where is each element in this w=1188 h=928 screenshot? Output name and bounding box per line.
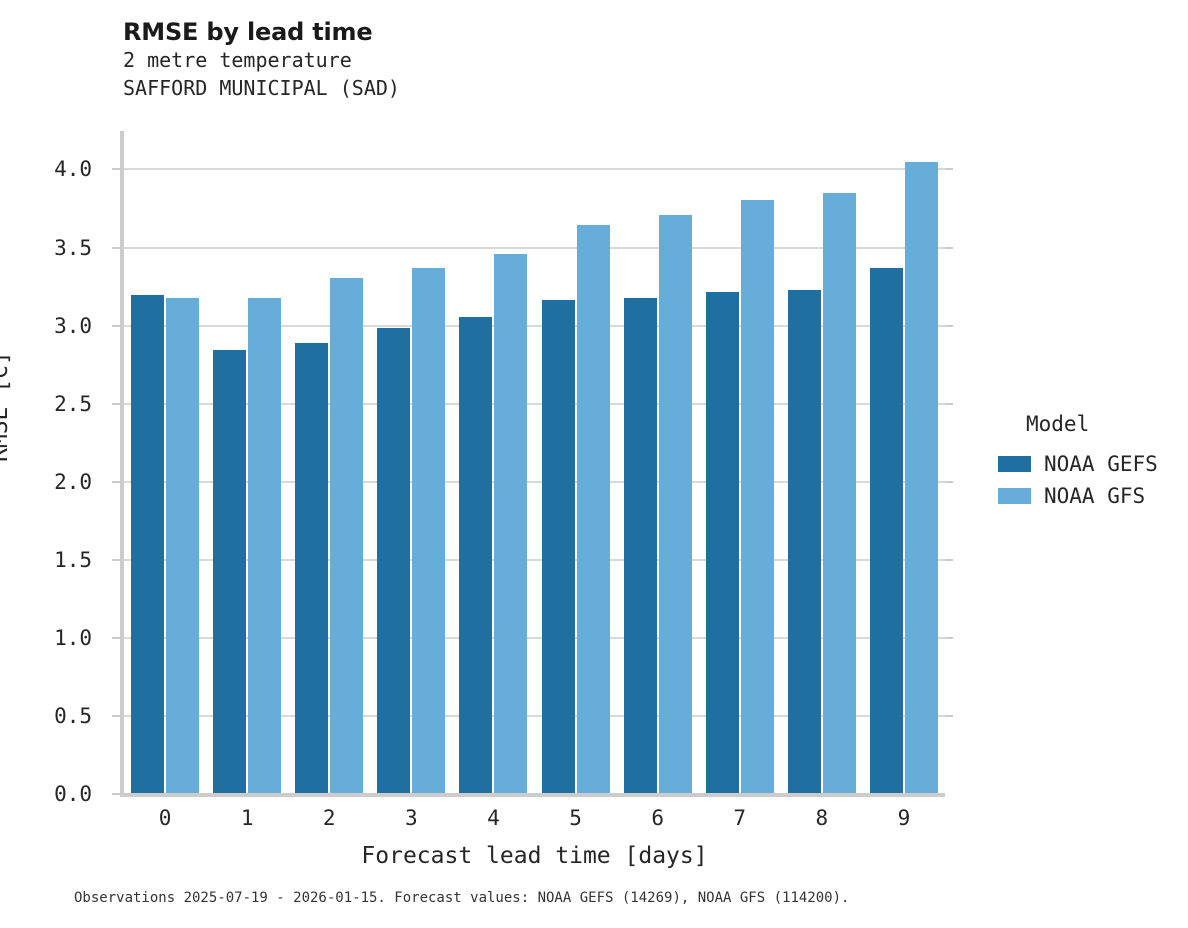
bar bbox=[248, 298, 282, 793]
legend-swatch-icon bbox=[998, 456, 1031, 472]
bar bbox=[377, 327, 411, 793]
x-axis-tick-label: 5 bbox=[569, 806, 582, 830]
x-axis-tick-label: 4 bbox=[487, 806, 500, 830]
bar bbox=[822, 193, 856, 793]
chart-footnote: Observations 2025-07-19 - 2026-01-15. Fo… bbox=[74, 890, 850, 906]
chart-subtitle: 2 metre temperature bbox=[123, 48, 352, 72]
y-axis-tick-label: 1.5 bbox=[54, 547, 92, 572]
bar bbox=[412, 268, 446, 793]
x-axis-tick-label: 7 bbox=[733, 806, 747, 830]
gridline bbox=[124, 324, 945, 327]
bar bbox=[330, 277, 364, 793]
plot-area bbox=[124, 131, 945, 793]
y-axis-tick-label: 3.5 bbox=[54, 235, 92, 260]
x-axis-tick-label: 2 bbox=[322, 806, 336, 830]
x-axis-tick-label: 8 bbox=[815, 806, 829, 830]
bar bbox=[494, 254, 528, 793]
gridline bbox=[124, 714, 945, 717]
x-axis-tick-label: 1 bbox=[240, 806, 254, 830]
chart-header: RMSE by lead time 2 metre temperature SA… bbox=[123, 18, 923, 102]
y-axis-tick bbox=[112, 324, 120, 327]
bar bbox=[623, 298, 657, 793]
bar bbox=[131, 294, 165, 793]
legend: Model NOAA GEFS NOAA GFS bbox=[998, 412, 1158, 512]
x-axis-spine bbox=[120, 793, 945, 797]
bar bbox=[869, 268, 903, 793]
bar bbox=[213, 349, 247, 793]
y-axis-tick bbox=[112, 246, 120, 249]
bar bbox=[740, 199, 774, 793]
y-axis-tick bbox=[945, 246, 953, 249]
bar bbox=[705, 291, 739, 793]
bar bbox=[904, 162, 938, 793]
legend-item-label: NOAA GEFS bbox=[1044, 452, 1158, 476]
gridline bbox=[124, 636, 945, 639]
page-title: RMSE by lead time bbox=[123, 18, 373, 46]
gridline bbox=[124, 558, 945, 561]
y-axis-tick-label: 3.0 bbox=[54, 313, 92, 338]
legend-title: Model bbox=[1026, 412, 1090, 436]
y-axis-tick bbox=[945, 636, 953, 639]
y-axis-tick bbox=[112, 793, 120, 795]
gridline bbox=[124, 402, 945, 405]
y-axis-spine bbox=[120, 131, 124, 795]
y-axis-tick bbox=[112, 636, 120, 639]
legend-item[interactable]: NOAA GEFS bbox=[998, 448, 1158, 480]
bar bbox=[541, 299, 575, 793]
y-axis-tick bbox=[945, 558, 953, 561]
legend-item[interactable]: NOAA GFS bbox=[998, 480, 1158, 512]
y-axis-label: RMSE [C] bbox=[0, 351, 13, 462]
y-axis-tick bbox=[112, 714, 120, 717]
y-axis-tick bbox=[112, 168, 120, 171]
bar bbox=[576, 224, 610, 793]
legend-item-label: NOAA GFS bbox=[1044, 484, 1146, 508]
bar bbox=[166, 298, 200, 793]
y-axis-tick-label: 2.0 bbox=[54, 469, 92, 494]
y-axis-tick bbox=[112, 558, 120, 561]
bar bbox=[295, 343, 329, 793]
y-axis-tick bbox=[945, 324, 953, 327]
y-axis-tick-label: 2.5 bbox=[54, 391, 92, 416]
gridlines bbox=[124, 131, 945, 793]
y-axis-tick bbox=[945, 714, 953, 717]
x-axis-tick-label: 9 bbox=[897, 806, 911, 830]
bar bbox=[459, 316, 493, 793]
x-axis-tick-label: 3 bbox=[405, 806, 418, 830]
x-axis-label: Forecast lead time [days] bbox=[361, 843, 708, 869]
y-axis-tick bbox=[112, 480, 120, 483]
x-axis-tick-label: 0 bbox=[158, 806, 172, 830]
bar bbox=[787, 290, 821, 793]
gridline bbox=[124, 246, 945, 249]
x-axis-tick-label: 6 bbox=[651, 806, 664, 830]
y-axis-tick bbox=[112, 402, 120, 405]
y-axis-tick bbox=[945, 168, 953, 171]
chart-station-name: SAFFORD MUNICIPAL (SAD) bbox=[123, 76, 400, 100]
y-axis-tick-label: 1.0 bbox=[54, 625, 92, 650]
gridline bbox=[124, 480, 945, 483]
legend-entries: NOAA GEFS NOAA GFS bbox=[998, 448, 1158, 512]
legend-swatch-icon bbox=[998, 488, 1031, 504]
y-axis-tick bbox=[945, 402, 953, 405]
y-axis-tick bbox=[945, 480, 953, 483]
y-axis-tick-label: 0.0 bbox=[54, 782, 92, 806]
bar bbox=[658, 215, 692, 793]
y-axis-tick-label: 4.0 bbox=[54, 157, 92, 182]
y-axis-tick-label: 0.5 bbox=[54, 703, 92, 728]
gridline bbox=[124, 168, 945, 171]
